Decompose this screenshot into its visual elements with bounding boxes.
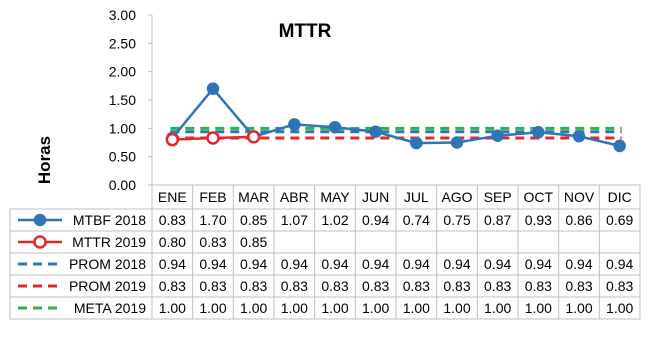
table-cell-value: 0.94 (159, 256, 186, 272)
table-cell-value: 0.83 (199, 234, 226, 250)
table-cell-value: 0.83 (443, 278, 470, 294)
category-label: MAR (238, 189, 269, 205)
table-cell-value: 1.00 (159, 300, 186, 316)
table-cell-value: 1.00 (199, 300, 226, 316)
table-cell-value: 0.94 (362, 212, 389, 228)
table-cell-value: 0.85 (240, 212, 267, 228)
table-cell-value: 0.80 (159, 234, 186, 250)
legend-entry: MTBF 2018 (73, 212, 146, 228)
y-axis-label: Horas (35, 136, 54, 184)
table-cell-value: 0.94 (565, 256, 592, 272)
y-tick-label: 3.00 (109, 7, 136, 23)
category-label: DIC (608, 189, 632, 205)
table-cell-value: 0.83 (403, 278, 430, 294)
data-point (532, 126, 545, 139)
table-cell-value: 0.83 (159, 278, 186, 294)
table-cell-value: 1.00 (321, 300, 348, 316)
table-cell-value: 1.00 (606, 300, 633, 316)
category-label: NOV (564, 189, 595, 205)
legend-key-marker (33, 235, 47, 249)
legend-key-marker (33, 213, 47, 227)
category-label: JUN (362, 189, 389, 205)
table-cell-value: 1.00 (240, 300, 267, 316)
table-cell-value: 0.83 (281, 278, 308, 294)
table-cell-value: 0.83 (606, 278, 633, 294)
data-point (410, 136, 423, 150)
table-cell-value: 1.02 (321, 212, 348, 228)
y-tick-label: 1.00 (109, 120, 136, 136)
y-tick-label: 2.50 (109, 35, 136, 51)
table-cell-value: 0.94 (240, 256, 267, 272)
series-line-0 (171, 86, 620, 148)
data-point (165, 132, 180, 147)
table-cell-value: 0.83 (565, 278, 592, 294)
table-cell-value: 0.94 (443, 256, 470, 272)
data-point (491, 129, 504, 142)
table-cell-value: 0.94 (525, 256, 552, 272)
data-point (206, 82, 220, 95)
table-cell-value: 1.00 (443, 300, 470, 316)
table-cell-value: 1.00 (525, 300, 552, 316)
table-cell-value: 0.94 (362, 256, 389, 272)
table-cell-value: 0.86 (565, 212, 592, 228)
table-cell-value: 0.83 (484, 278, 511, 294)
category-label: AGO (441, 189, 472, 205)
table-cell-value: 0.69 (606, 212, 633, 228)
table-cell-value: 0.93 (525, 212, 552, 228)
data-point (206, 131, 220, 145)
table-cell-value: 1.07 (281, 212, 308, 228)
data-point (613, 139, 626, 153)
chart-title: MTTR (279, 21, 332, 42)
data-point (288, 118, 301, 131)
table-cell-value: 1.70 (199, 212, 226, 228)
category-label: FEB (199, 189, 226, 205)
table-cell-value: 1.00 (565, 300, 592, 316)
y-tick-label: 0.00 (109, 177, 136, 193)
table-cell-value: 0.75 (443, 212, 470, 228)
table-cell-value: 0.94 (606, 256, 633, 272)
table-cell-value: 0.74 (403, 212, 430, 228)
y-tick-label: 1.50 (109, 92, 136, 108)
y-axis: 0.00 0.50 1.00 1.50 2.00 2.50 3.00 (109, 7, 153, 193)
data-point (572, 130, 586, 143)
table-cell-value: 0.83 (159, 212, 186, 228)
table-cell-value: 0.83 (240, 278, 267, 294)
table-cell-value: 1.00 (281, 300, 308, 316)
category-label: ENE (158, 189, 187, 205)
table-cell-value: 0.83 (199, 278, 226, 294)
table-cell-value: 1.00 (403, 300, 430, 316)
table-cell-value: 0.94 (321, 256, 348, 272)
table-cell-value: 0.94 (403, 256, 430, 272)
table-cell-value: 0.83 (321, 278, 348, 294)
legend-entry: PROM 2018 (69, 256, 146, 272)
category-label: SEP (484, 189, 512, 205)
table-cell-value: 0.87 (484, 212, 511, 228)
table-cell-value: 0.94 (484, 256, 511, 272)
category-label: JUL (404, 189, 429, 205)
legend-entry: MTTR 2019 (72, 234, 146, 250)
table-cell-value: 0.85 (240, 234, 267, 250)
category-label: MAY (320, 189, 350, 205)
series-lines (165, 82, 626, 153)
table-cell-value: 1.00 (484, 300, 511, 316)
data-point (328, 120, 342, 134)
table-cell-value: 0.94 (199, 256, 226, 272)
category-label: ABR (280, 189, 309, 205)
table-cell-value: 0.94 (281, 256, 308, 272)
legend-entry: PROM 2019 (69, 278, 146, 294)
table-cell-value: 0.83 (525, 278, 552, 294)
table-cell-value: 0.83 (362, 278, 389, 294)
category-label: OCT (524, 189, 554, 205)
y-tick-label: 2.00 (109, 64, 136, 80)
legend-entry: META 2019 (74, 300, 146, 316)
table-cell-value: 1.00 (362, 300, 389, 316)
y-tick-label: 0.50 (109, 149, 136, 165)
data-point (369, 125, 382, 138)
data-table: ENE FEB MAR ABR MAY JUN JUL AGO SEP OCT NOV DIC MTBF… (9, 184, 641, 320)
data-point (450, 136, 464, 149)
data-point (246, 130, 261, 144)
